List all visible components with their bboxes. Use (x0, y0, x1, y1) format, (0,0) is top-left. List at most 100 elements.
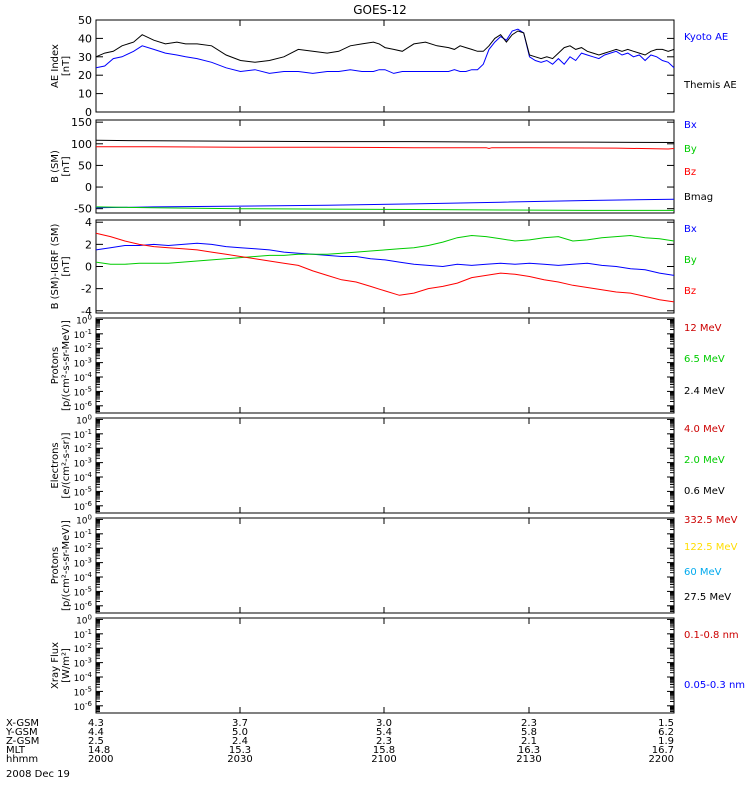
panel-frame-bsm (95, 119, 675, 214)
y-tick-label-xray: 100 (76, 613, 92, 626)
ephemeris-value: 2.4 (232, 736, 248, 747)
ephemeris-value: 3.0 (376, 718, 392, 729)
y-tick-label-xray: 10-6 (74, 700, 93, 713)
ephemeris-value: 2.3 (521, 718, 537, 729)
ephemeris-row-label: X-GSM (6, 718, 39, 729)
ephemeris-value: 14.8 (88, 745, 110, 756)
y-tick-label-protons2: 10-6 (74, 600, 93, 613)
chart-title: GOES-12 (353, 3, 407, 17)
ephemeris-value: 16.3 (518, 745, 540, 756)
series-line-db-bz (95, 232, 675, 303)
panel-frame-protons1 (95, 317, 675, 414)
legend-entry-electrons-4-0-mev: 4.0 MeV (684, 424, 725, 435)
series-line-bsm-bx (95, 198, 675, 209)
series-line-ae-kyoto-ae (95, 28, 675, 74)
legend-entry-bsm-bmag: Bmag (684, 192, 713, 203)
y-tick-label-db: -4 (81, 305, 92, 318)
y-axis-label-bsm: B (SM)[nT] (50, 150, 72, 183)
legend-entry-xray-0-1-0-8-nm: 0.1-0.8 nm (684, 630, 739, 641)
ephemeris-value: 1.5 (658, 718, 674, 729)
ephemeris-value: 2130 (516, 754, 541, 765)
legend-entry-db-bz: Bz (684, 286, 696, 297)
y-tick-label-electrons: 10-4 (74, 471, 93, 484)
y-tick-label-ae: 10 (78, 88, 92, 101)
ephemeris-value: 6.2 (658, 727, 674, 738)
panel-frame-protons2 (95, 517, 675, 614)
y-tick-label-electrons: 10-6 (74, 500, 93, 513)
panel-frame-ae (95, 19, 675, 113)
y-tick-label-db: 0 (85, 261, 92, 274)
series-line-ae-themis-ae (95, 30, 675, 63)
panel-frame-db (95, 219, 675, 314)
legend-entry-electrons-0-6-mev: 0.6 MeV (684, 486, 725, 497)
y-tick-label-xray: 10-1 (74, 628, 92, 641)
legend-entry-protons2-332-5-mev: 332.5 MeV (684, 515, 738, 526)
ephemeris-value: 5.8 (521, 727, 537, 738)
legend-entry-ae-kyoto-ae: Kyoto AE (684, 32, 728, 43)
y-tick-label-protons2: 100 (76, 513, 92, 526)
y-axis-label-protons1: Protons[p/(cm²-s-sr-MeV)] (50, 320, 72, 411)
ephemeris-value: 2.5 (88, 736, 104, 747)
y-tick-label-protons1: 10-1 (74, 328, 92, 341)
y-tick-label-protons1: 10-2 (74, 342, 92, 355)
y-tick-label-xray: 10-3 (74, 657, 92, 670)
ephemeris-value: 5.4 (376, 727, 392, 738)
ephemeris-value: 15.3 (229, 745, 251, 756)
y-axis-label-electrons: Electrons[e/(cm²-s-sr)] (50, 432, 72, 498)
ephemeris-row-label: Z-GSM (6, 736, 39, 747)
y-tick-label-electrons: 10-1 (74, 428, 92, 441)
legend-entry-protons2-60-mev: 60 MeV (684, 567, 722, 578)
series-line-db-bx (95, 242, 675, 276)
ephemeris-value: 3.7 (232, 718, 248, 729)
y-axis-label-protons2: Protons[p/(cm²-s-sr-MeV)] (50, 520, 72, 611)
y-tick-label-protons1: 10-6 (74, 400, 93, 413)
legend-entry-protons2-27-5-mev: 27.5 MeV (684, 592, 731, 603)
legend-entry-db-by: By (684, 255, 697, 266)
ephemeris-value: 2200 (649, 754, 674, 765)
y-tick-label-protons1: 10-3 (74, 357, 92, 370)
y-tick-label-electrons: 10-2 (74, 442, 92, 455)
legend-entry-electrons-2-0-mev: 2.0 MeV (684, 455, 725, 466)
ephemeris-value: 2100 (371, 754, 396, 765)
y-tick-label-bsm: 50 (78, 159, 92, 172)
y-tick-label-protons2: 10-1 (74, 528, 92, 541)
legend-entry-bsm-bz: Bz (684, 167, 696, 178)
y-tick-label-db: -2 (81, 283, 92, 296)
series-line-bsm-bmag (95, 139, 675, 143)
legend-entry-bsm-by: By (684, 144, 697, 155)
legend-entry-protons1-6-5-mev: 6.5 MeV (684, 354, 725, 365)
y-tick-label-electrons: 10-5 (74, 485, 92, 498)
ephemeris-value: 2.3 (376, 736, 392, 747)
y-tick-label-protons2: 10-5 (74, 585, 92, 598)
ephemeris-value: 5.0 (232, 727, 248, 738)
y-tick-label-xray: 10-4 (74, 671, 93, 684)
y-tick-label-xray: 10-2 (74, 642, 92, 655)
y-tick-label-db: 2 (85, 238, 92, 251)
y-tick-label-ae: 40 (78, 32, 92, 45)
y-tick-label-protons2: 10-2 (74, 542, 92, 555)
ephemeris-value: 2.1 (521, 736, 537, 747)
legend-entry-protons1-12-mev: 12 MeV (684, 323, 722, 334)
series-line-db-by (95, 234, 675, 265)
ephemeris-value: 16.7 (652, 745, 674, 756)
series-line-bsm-by (95, 206, 674, 211)
y-tick-label-electrons: 100 (76, 413, 92, 426)
y-axis-label-xray: Xray Flux[W/m²] (50, 642, 72, 689)
y-tick-label-ae: 0 (85, 106, 92, 119)
y-tick-label-xray: 10-5 (74, 685, 92, 698)
ephemeris-value: 2030 (227, 754, 252, 765)
ephemeris-value: 15.8 (373, 745, 395, 756)
legend-entry-protons2-122-5-mev: 122.5 MeV (684, 542, 738, 553)
legend-entry-bsm-bx: Bx (684, 120, 697, 131)
ephemeris-row-label: hhmm (6, 754, 38, 765)
y-tick-label-bsm: 0 (85, 181, 92, 194)
panel-frame-electrons (95, 417, 675, 514)
y-tick-label-electrons: 10-3 (74, 457, 92, 470)
y-tick-label-bsm: 100 (71, 138, 92, 151)
y-tick-label-ae: 50 (78, 14, 92, 27)
ephemeris-row-label: MLT (6, 745, 26, 756)
ephemeris-row-label: Y-GSM (5, 727, 38, 738)
y-tick-label-protons1: 10-4 (74, 371, 93, 384)
y-tick-label-protons2: 10-3 (74, 557, 92, 570)
